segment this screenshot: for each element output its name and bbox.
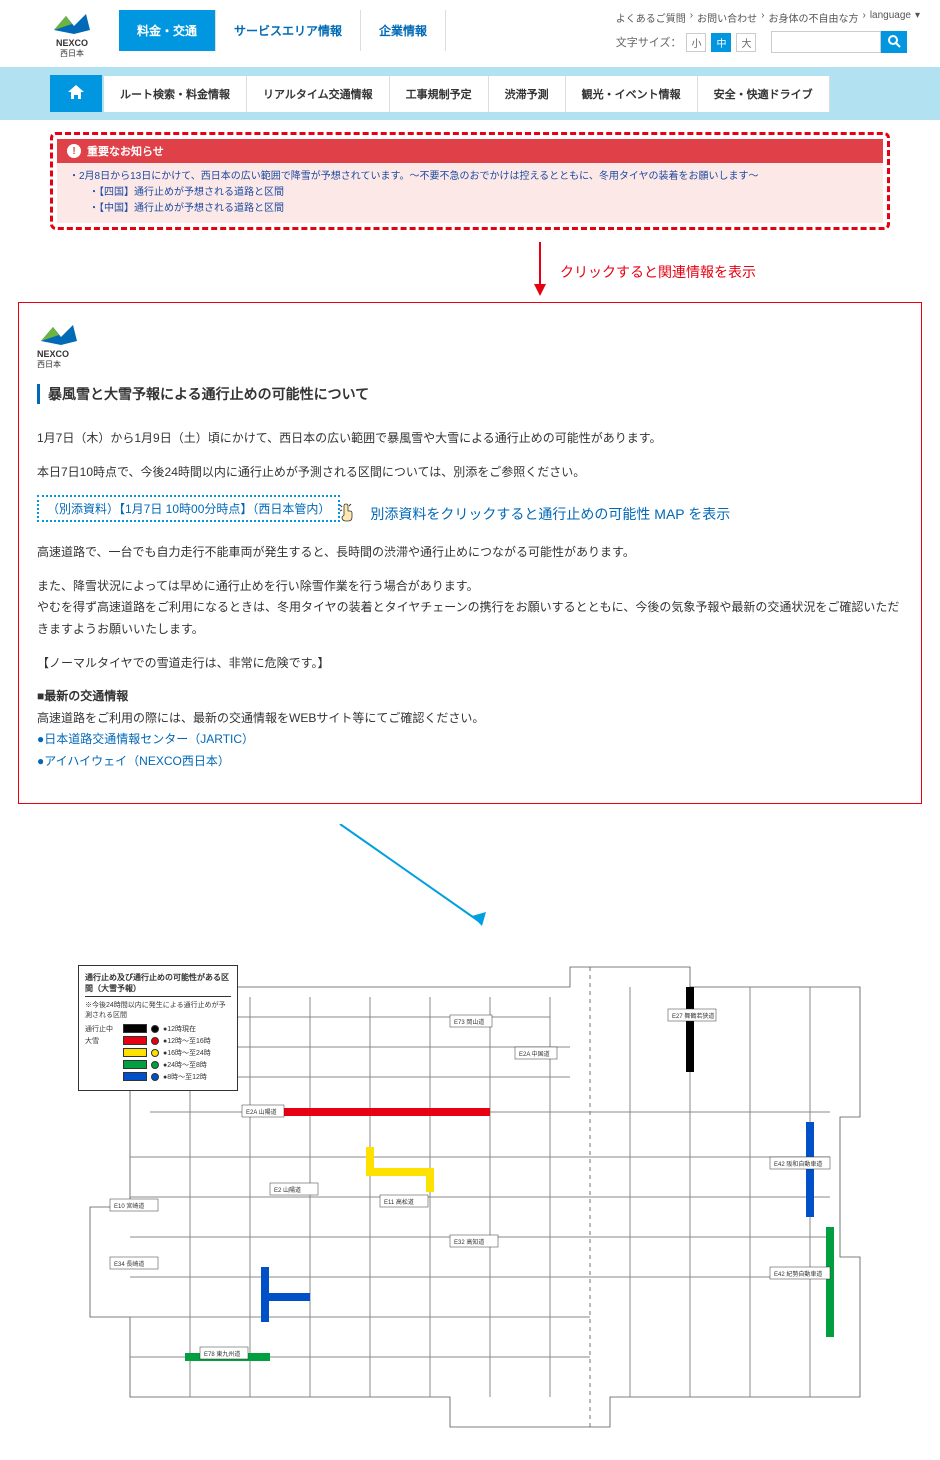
search-icon <box>887 34 901 48</box>
top-links: よくあるご質問› お問い合わせ› お身体の不自由な方› language▾ <box>616 10 920 25</box>
annotation-click: クリックすると関連情報を表示 <box>560 262 756 282</box>
font-small[interactable]: 小 <box>686 33 706 52</box>
header: NEXCO 西日本 料金・交通 サービスエリア情報 企業情報 よくあるご質問› … <box>0 0 940 59</box>
font-size-row: 文字サイズ： 小 中 大 <box>616 31 920 53</box>
alert-body: ・2月8日から13日にかけて、西日本の広い範囲で降雪が予想されています。～不要不… <box>57 163 883 223</box>
alert-line3[interactable]: ・【中国】通行止めが予想される道路と区間 <box>69 201 871 217</box>
svg-text:E10 宮崎道: E10 宮崎道 <box>114 1202 144 1210</box>
detail-p1: 1月7日（木）から1月9日（土）頃にかけて、西日本の広い範囲で暴風雪や大雪による… <box>37 428 903 450</box>
cyan-arrow-icon <box>0 824 940 934</box>
cyan-arrow-section <box>0 824 940 937</box>
detail-p2: 本日7日10時点で、今後24時間以内に通行止めが予測される区間については、別添を… <box>37 462 903 484</box>
alert-icon: ! <box>67 144 81 158</box>
map-container: 通行止め及び通行止めの可能性がある区間（大雪予報） ※今後24時間以内に発生によ… <box>70 957 870 1440</box>
logo-text: NEXCO <box>37 349 69 359</box>
svg-text:E11 高松道: E11 高松道 <box>384 1198 414 1206</box>
alert-line2[interactable]: ・【四国】通行止めが予想される道路と区間 <box>69 185 871 201</box>
tab-service-area[interactable]: サービスエリア情報 <box>216 10 361 51</box>
svg-text:E2A 山陽道: E2A 山陽道 <box>246 1108 277 1116</box>
alert-header: ! 重要なお知らせ <box>57 139 883 163</box>
detail-box: NEXCO 西日本 暴風雪と大雪予報による通行止めの可能性について 1月7日（木… <box>18 302 922 804</box>
header-right: よくあるご質問› お問い合わせ› お身体の不自由な方› language▾ 文字… <box>616 10 920 53</box>
link-faq[interactable]: よくあるご質問 <box>616 10 686 25</box>
detail-body: 1月7日（木）から1月9日（土）頃にかけて、西日本の広い範囲で暴風雪や大雪による… <box>37 428 903 773</box>
detail-p6: 高速道路をご利用の際には、最新の交通情報をWEBサイト等にてご確認ください。 <box>37 708 903 730</box>
link-language[interactable]: language <box>870 10 911 25</box>
svg-text:E34 長崎道: E34 長崎道 <box>114 1260 144 1268</box>
home-icon <box>68 85 84 99</box>
alert-title: 重要なお知らせ <box>87 143 164 159</box>
attachment-link[interactable]: （別添資料）【1月7日 10時00分時点】（西日本管内） <box>37 495 340 522</box>
nexco-logo-icon <box>50 10 94 38</box>
link-jartic[interactable]: ●日本道路交通情報センター（JARTIC） <box>37 729 903 751</box>
red-arrow-icon <box>0 242 940 302</box>
annotation-attach: 別添資料をクリックすると通行止めの可能性 MAP を表示 <box>370 504 730 524</box>
detail-sec: ■最新の交通情報 <box>37 686 903 708</box>
nav-tourism[interactable]: 観光・イベント情報 <box>566 76 698 112</box>
detail-logo: NEXCO 西日本 <box>37 321 903 370</box>
svg-text:E42 阪和自動車道: E42 阪和自動車道 <box>774 1160 822 1168</box>
svg-text:E73 岡山道: E73 岡山道 <box>454 1018 484 1026</box>
detail-title: 暴風雪と大雪予報による通行止めの可能性について <box>37 384 903 404</box>
link-accessibility[interactable]: お身体の不自由な方 <box>768 10 858 25</box>
arrow-section: クリックすると関連情報を表示 <box>0 242 940 302</box>
nexco-logo-icon <box>37 321 81 349</box>
font-large[interactable]: 大 <box>736 33 756 52</box>
alert-box: ! 重要なお知らせ ・2月8日から13日にかけて、西日本の広い範囲で降雪が予想さ… <box>50 132 890 230</box>
link-ihighway[interactable]: ●アイハイウェイ（NEXCO西日本） <box>37 751 903 773</box>
nav-construction[interactable]: 工事規制予定 <box>390 76 489 112</box>
nav-realtime[interactable]: リアルタイム交通情報 <box>247 76 390 112</box>
tab-fees[interactable]: 料金・交通 <box>119 10 216 51</box>
svg-text:E78 東九州道: E78 東九州道 <box>204 1350 240 1358</box>
search-box <box>771 31 907 53</box>
svg-text:E32 高知道: E32 高知道 <box>454 1238 484 1246</box>
nav-bar: ルート検索・料金情報 リアルタイム交通情報 工事規制予定 渋滞予測 観光・イベン… <box>0 67 940 120</box>
logo-sub: 西日本 <box>60 48 84 59</box>
detail-p4a: また、降雪状況によっては早めに通行止めを行い除雪作業を行う場合があります。 <box>37 576 903 598</box>
tab-corporate[interactable]: 企業情報 <box>361 10 446 51</box>
detail-p3: 高速道路で、一台でも自力走行不能車両が発生すると、長時間の渋滞や通行止めにつなが… <box>37 542 903 564</box>
svg-text:E2 山陽道: E2 山陽道 <box>274 1186 301 1194</box>
link-contact[interactable]: お問い合わせ <box>697 10 757 25</box>
nav-congestion[interactable]: 渋滞予測 <box>489 76 566 112</box>
nav-safety[interactable]: 安全・快適ドライブ <box>698 76 830 112</box>
detail-p5: 【ノーマルタイヤでの雪道走行は、非常に危険です。】 <box>37 653 903 675</box>
attachment-label: （別添資料）【1月7日 10時00分時点】（西日本管内） <box>47 502 330 516</box>
search-input[interactable] <box>771 31 881 53</box>
hand-cursor-icon <box>338 501 358 528</box>
svg-text:E27 舞鶴若狭道: E27 舞鶴若狭道 <box>672 1012 714 1020</box>
logo-text: NEXCO <box>56 38 88 48</box>
search-button[interactable] <box>881 31 907 53</box>
font-medium[interactable]: 中 <box>711 33 731 52</box>
svg-text:E2A 中国道: E2A 中国道 <box>519 1050 550 1058</box>
logo[interactable]: NEXCO 西日本 <box>50 10 94 59</box>
nav-items: ルート検索・料金情報 リアルタイム交通情報 工事規制予定 渋滞予測 観光・イベン… <box>104 76 830 112</box>
detail-p4b: やむを得ず高速道路をご利用になるときは、冬用タイヤの装着とタイヤチェーンの携行を… <box>37 597 903 640</box>
map-legend: 通行止め及び通行止めの可能性がある区間（大雪予報） ※今後24時間以内に発生によ… <box>78 965 238 1091</box>
home-button[interactable] <box>50 75 102 112</box>
nav-route[interactable]: ルート検索・料金情報 <box>104 76 247 112</box>
legend-sub: ※今後24時間以内に発生による通行止めが予測される区間 <box>85 1000 231 1020</box>
font-size-label: 文字サイズ： <box>616 34 682 50</box>
legend-title: 通行止め及び通行止めの可能性がある区間（大雪予報） <box>85 972 231 997</box>
logo-sub: 西日本 <box>37 359 61 370</box>
header-tabs: 料金・交通 サービスエリア情報 企業情報 <box>119 10 446 51</box>
alert-line1[interactable]: ・2月8日から13日にかけて、西日本の広い範囲で降雪が予想されています。～不要不… <box>69 169 871 185</box>
